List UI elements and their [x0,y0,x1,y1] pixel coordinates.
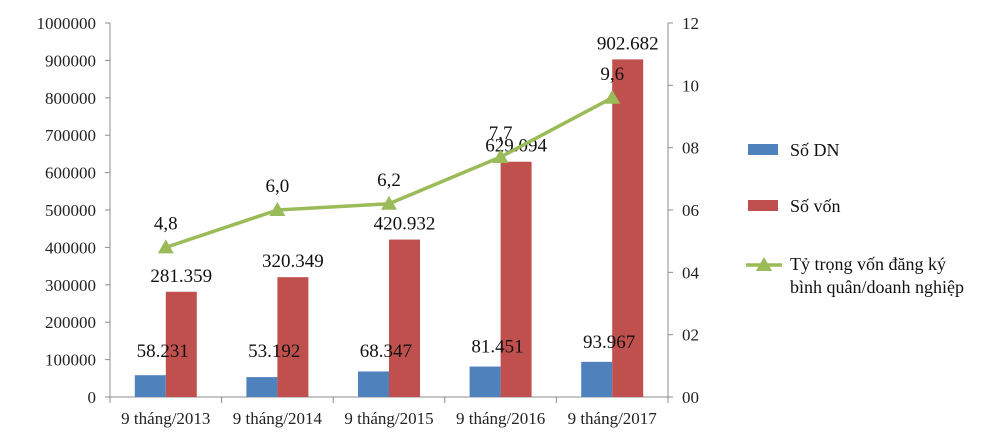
bar-so-von [500,161,532,397]
data-label-so-dn: 81.451 [471,337,523,358]
data-label-so-dn: 58.231 [137,341,189,362]
data-label-so-von: 902.682 [597,33,659,54]
left-axis-tick-label: 300000 [45,276,96,295]
bar-so-dn [358,371,389,397]
bar-so-dn [581,361,613,397]
left-axis-tick-label: 400000 [45,238,96,257]
line-marker [269,202,286,216]
line-marker [492,149,509,164]
data-label-so-von: 281.359 [150,266,212,287]
data-label-so-von: 320.349 [262,251,324,272]
left-axis-tick-label: 0 [88,388,97,407]
legend-label-so-dn: Số DN [790,140,840,160]
left-axis-tick-label: 700000 [45,126,96,145]
legend-marker-ty-trong [756,257,772,271]
right-axis-tick-label: 00 [682,388,699,407]
data-label-so-dn: 68.347 [360,341,412,362]
right-axis-tick-label: 08 [682,139,699,158]
bar-so-dn [469,366,501,397]
legend-label-ty-trong-line2: bình quân/doanh nghiệp [790,277,964,297]
legend-swatch-so-von [748,200,778,211]
data-label-ty-trong: 6,0 [266,176,290,197]
legend-label-ty-trong-line1: Tỷ trọng vốn đăng ký [790,254,946,274]
bar-so-dn [134,375,166,397]
left-axis-tick-label: 1000000 [37,14,97,33]
data-label-so-dn: 53.192 [248,341,300,362]
bar-so-von [612,59,644,397]
line-marker [157,239,174,254]
x-axis-tick-label: 9 tháng/2015 [344,409,433,428]
data-label-so-dn: 93.967 [583,332,635,353]
x-axis-tick-label: 9 tháng/2017 [568,409,658,428]
bar-so-von [165,291,197,397]
left-axis-tick-label: 100000 [45,351,96,370]
left-axis-tick-label: 200000 [45,313,96,332]
right-axis-tick-label: 10 [682,76,699,95]
bar-so-dn [246,377,278,397]
x-axis-tick-label: 9 tháng/2016 [456,409,545,428]
left-axis-tick-label: 500000 [45,201,96,220]
data-label-so-von: 420.932 [374,214,436,235]
line-marker [604,89,621,104]
line-marker [381,195,397,210]
x-axis-tick-label: 9 tháng/2014 [233,409,323,428]
left-axis-tick-label: 800000 [45,89,96,108]
right-axis-tick-label: 12 [682,14,699,33]
legend-swatch-so-dn [748,144,778,155]
data-label-ty-trong: 6,2 [377,170,401,191]
right-axis-tick-label: 06 [682,201,699,220]
x-axis-tick-label: 9 tháng/2013 [121,409,210,428]
bar-so-von [389,239,420,397]
data-label-ty-trong: 4,8 [154,213,178,234]
bar-so-von [277,277,309,397]
left-axis-tick-label: 600000 [45,164,96,183]
data-label-ty-trong: 7,7 [489,123,513,144]
left-axis-tick-label: 900000 [45,51,96,70]
data-label-ty-trong: 9,6 [600,64,624,85]
right-axis-tick-label: 02 [682,326,699,345]
legend-label-so-von: Số vốn [790,196,841,216]
right-axis-tick-label: 04 [682,263,700,282]
